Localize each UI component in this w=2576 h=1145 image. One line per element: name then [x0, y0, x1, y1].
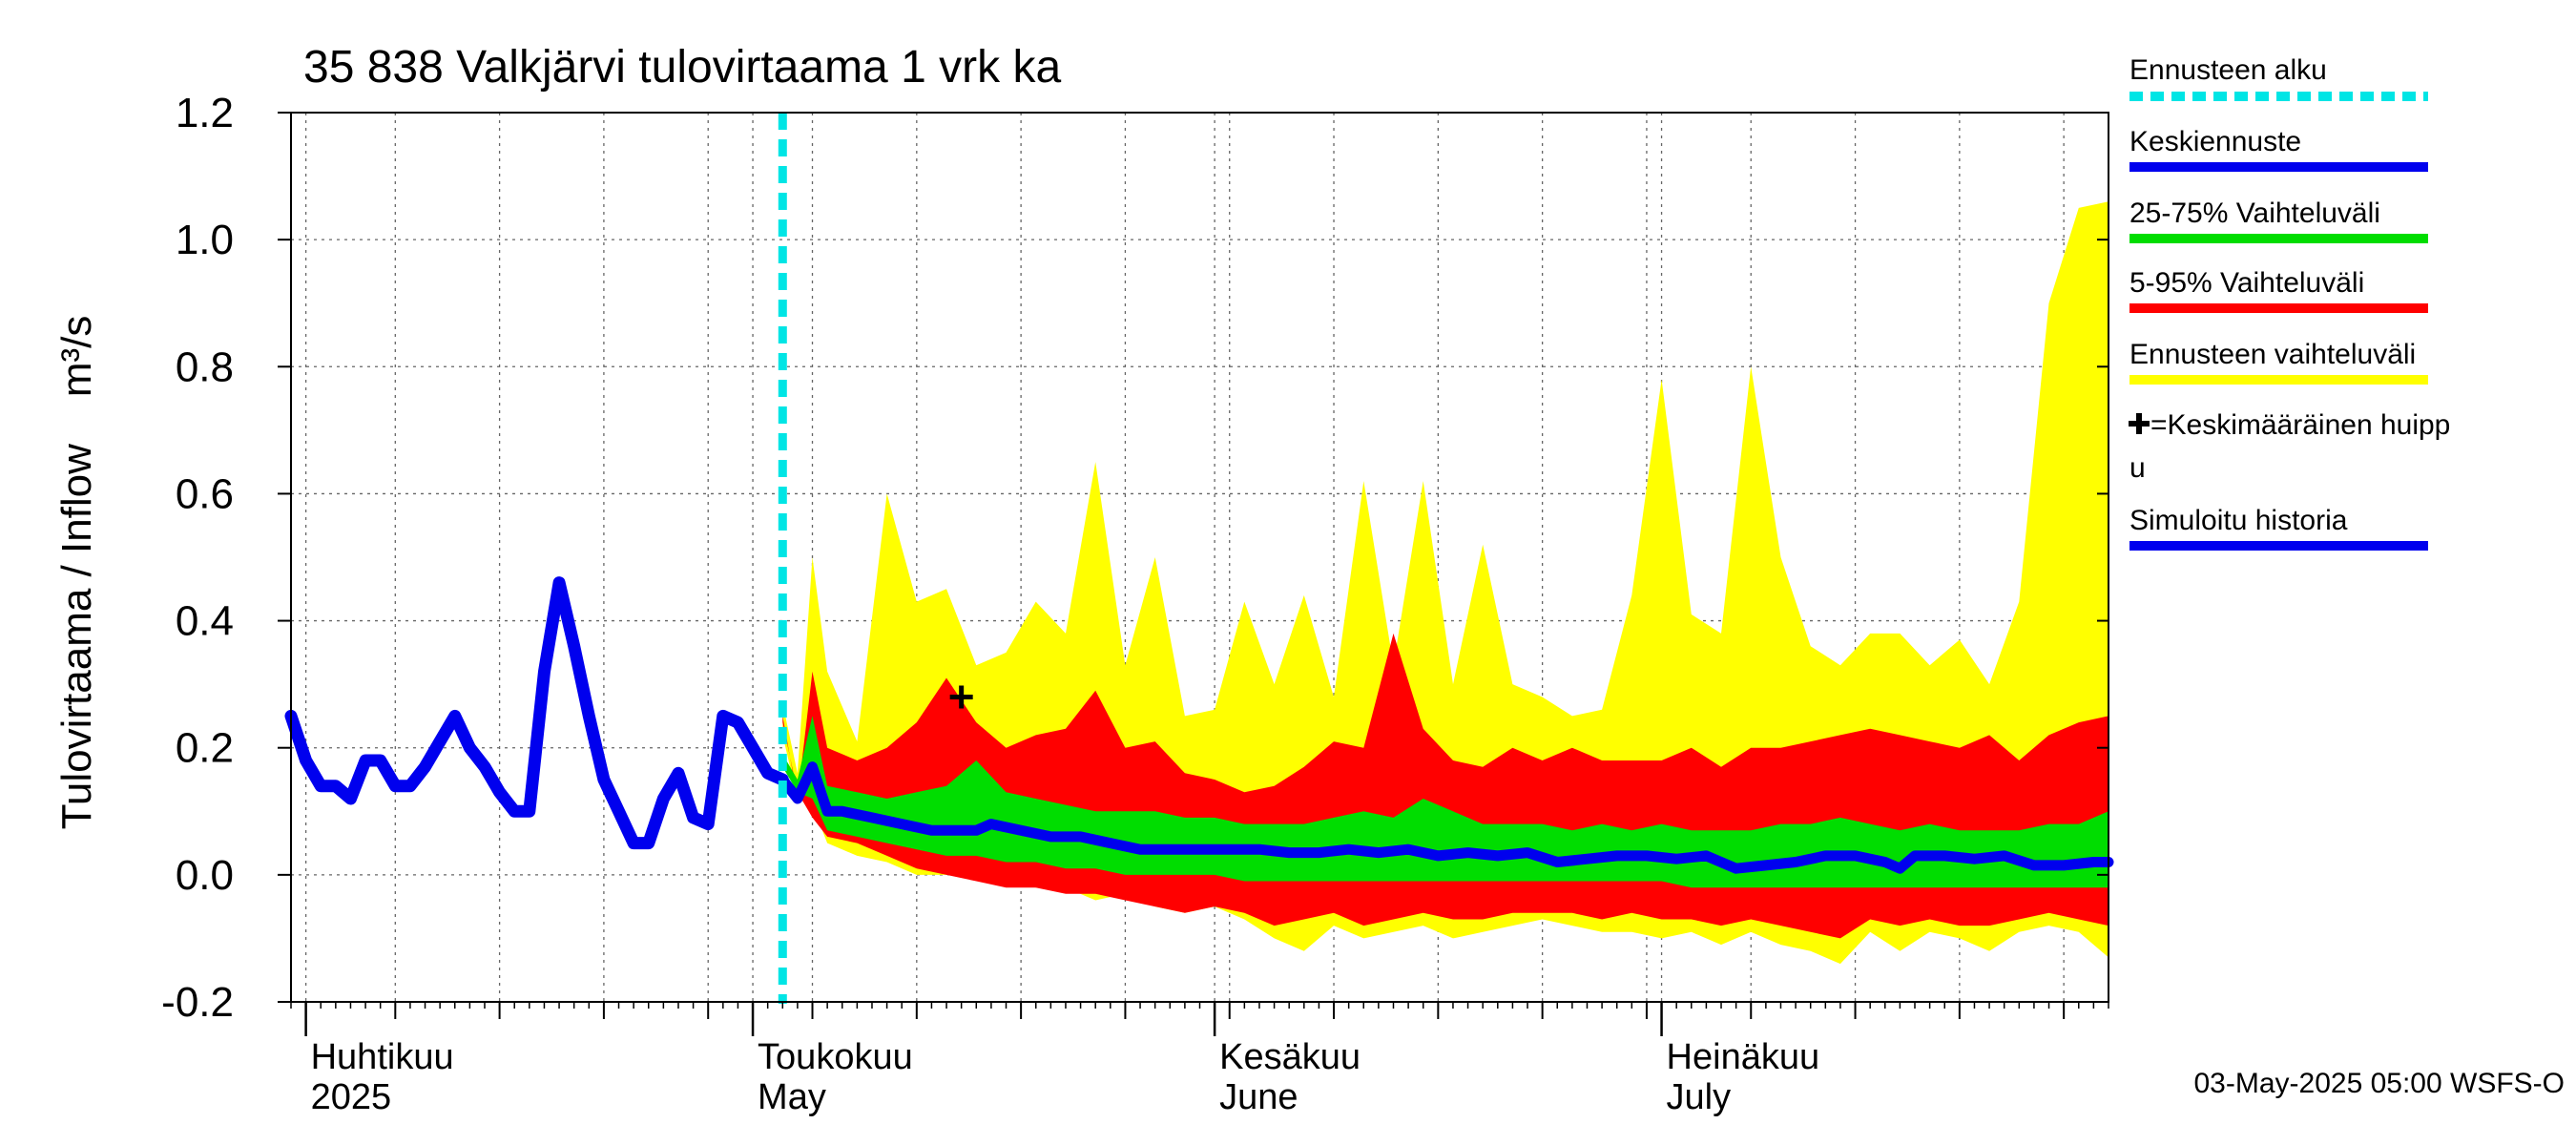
y-tick-label: 0.6	[176, 470, 234, 517]
x-month-label-fi: Toukokuu	[758, 1037, 913, 1077]
footer-timestamp: 03-May-2025 05:00 WSFS-O	[2194, 1068, 2566, 1099]
y-tick-label: 0.2	[176, 725, 234, 772]
y-tick-label: -0.2	[161, 979, 234, 1026]
legend-peak-marker	[2129, 413, 2150, 434]
x-month-label-en: 2025	[311, 1077, 392, 1117]
simulated-history-line	[284, 576, 789, 850]
y-tick-label: 1.0	[176, 217, 234, 263]
chart-title: 35 838 Valkjärvi tulovirtaama 1 vrk ka	[303, 42, 1061, 93]
series-lines	[284, 113, 2114, 1004]
legend-label: =Keskimääräinen huipp	[2150, 409, 2450, 441]
legend-label: 5-95% Vaihteluväli	[2129, 267, 2364, 299]
x-month-label-fi: Heinäkuu	[1667, 1037, 1820, 1077]
y-tick-label: 0.4	[176, 598, 234, 645]
x-month-label-en: June	[1219, 1077, 1298, 1117]
y-axis-label: Tulovirtaama / Inflow m³/s	[53, 316, 100, 830]
median-forecast-line	[777, 761, 2114, 874]
y-tick-label: 1.2	[176, 90, 234, 136]
mean-peak-marker	[949, 685, 973, 709]
y-tick-label: 0.8	[176, 344, 234, 390]
y-tick-label: 0.0	[176, 852, 234, 899]
y-axis: -0.2 0.0 0.2 0.4 0.6 0.8 1.0 1.2	[161, 90, 2109, 1026]
x-month-label-fi: Kesäkuu	[1219, 1037, 1361, 1077]
legend-label: Ennusteen alku	[2129, 54, 2327, 86]
x-month-label-en: July	[1667, 1077, 1732, 1117]
legend-label: Ennusteen vaihteluväli	[2129, 339, 2416, 370]
x-month-label-fi: Huhtikuu	[311, 1037, 454, 1077]
legend-label-continued: u	[2129, 452, 2146, 484]
legend-label: Simuloitu historia	[2129, 505, 2348, 536]
legend: Ennusteen alku Keskiennuste 25-75% Vaihtel…	[2129, 54, 2450, 551]
legend-label: 25-75% Vaihteluväli	[2129, 198, 2380, 229]
legend-label: Keskiennuste	[2129, 126, 2301, 157]
x-month-label-en: May	[758, 1077, 826, 1117]
